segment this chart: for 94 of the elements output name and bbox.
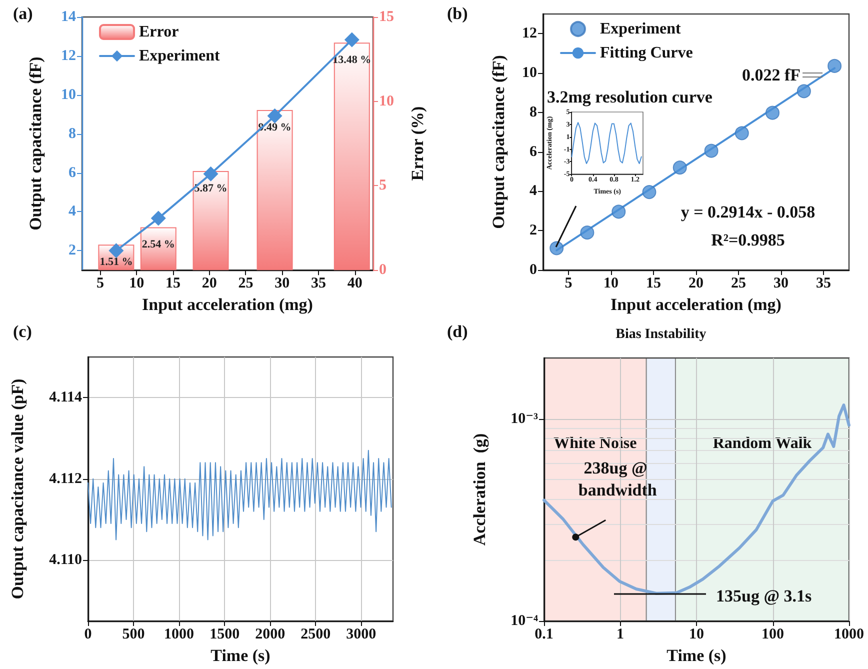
y-tick-label: 12	[522, 26, 537, 42]
x-tick-label: 20	[202, 276, 217, 292]
point	[580, 226, 594, 240]
point	[734, 126, 749, 140]
point	[150, 210, 166, 226]
legend-label: Fitting Curve	[600, 44, 693, 62]
y-tick-label: 8	[68, 126, 76, 142]
y-tick-label: 2	[68, 242, 76, 259]
x-tick-label: 2500	[300, 626, 331, 642]
band-label: Bias Instability	[616, 327, 706, 342]
y-tick-label: 4.110	[49, 552, 82, 568]
y-tick-label: 6	[68, 164, 76, 181]
point	[612, 204, 626, 219]
x-tick-label: 15	[646, 276, 661, 292]
x-tick-label: 5	[96, 276, 104, 292]
point	[828, 58, 842, 73]
y-tick-label: 14	[61, 9, 76, 25]
x-tick-label: 35	[816, 276, 831, 292]
y-tick-label: 4.114	[49, 390, 82, 406]
y2-tick-label: 10	[379, 93, 394, 110]
line-series	[88, 450, 392, 540]
legend-label: Experiment	[600, 20, 682, 38]
x-tick-label: 1	[616, 626, 624, 642]
point	[672, 160, 687, 175]
point	[704, 144, 718, 158]
y-tick-label: 10⁻³	[510, 410, 538, 427]
y-axis-title: Accleration (g)	[470, 433, 489, 546]
legend-label: Error	[139, 24, 179, 40]
x-tick-label: 25	[238, 276, 254, 292]
y-tick-label: 12	[61, 48, 76, 64]
x-axis-title: Time (s)	[210, 646, 270, 665]
point	[344, 32, 360, 48]
x-tick-label: 1000	[834, 626, 864, 642]
annotation: 0.022 fF	[742, 65, 801, 84]
y2-axis-title: Error (%)	[408, 106, 427, 181]
chart-title: (a)	[13, 4, 33, 23]
x-tick-label: 1000	[164, 626, 194, 642]
point	[203, 166, 218, 182]
x-tick-label: 1500	[210, 626, 240, 642]
y-tick-label: 10	[522, 65, 537, 82]
bar	[256, 110, 293, 270]
point	[550, 241, 564, 256]
x-tick-label: 3000	[346, 626, 376, 642]
line-series	[571, 122, 642, 164]
x-tick-label: 10	[689, 626, 704, 642]
y-tick-label: 0	[530, 262, 537, 278]
x-axis-title: Time (s)	[666, 646, 726, 665]
chart-title: (c)	[13, 322, 32, 341]
x-tick-label: 2000	[255, 626, 286, 642]
annotation: R²=0.9985	[711, 230, 785, 250]
annotation: 3.2mg resolution curve	[547, 88, 713, 106]
x-tick-label: 15	[165, 276, 180, 292]
x-tick-label: 0	[84, 626, 92, 642]
point	[267, 108, 282, 124]
x-tick-label: 10	[129, 276, 144, 292]
chart-title: (d)	[447, 322, 468, 341]
x-tick-label: 35	[310, 276, 326, 292]
annotation: y = 0.2914x - 0.058	[680, 202, 816, 222]
point	[766, 106, 780, 120]
y-tick-label: 2	[530, 222, 537, 239]
x-tick-label: 30	[274, 276, 290, 292]
annotation: 135ug @ 3.1s	[716, 586, 812, 606]
x-tick-label: 500	[122, 626, 145, 642]
x-tick-label: 10	[604, 276, 618, 292]
x-tick-label: 40	[347, 276, 362, 292]
y-tick-label: 4	[68, 204, 76, 220]
x-tick-label: 30	[774, 276, 788, 292]
x-axis-title: Input acceleration (mg)	[610, 295, 782, 314]
bar	[334, 42, 370, 270]
y-tick-label: 6	[530, 144, 538, 160]
y-tick-label: 8	[530, 104, 537, 120]
x-axis-title: Input acceleration (mg)	[142, 295, 313, 314]
x-tick-label: 100	[762, 626, 784, 642]
y-tick-label: 10⁻⁴	[510, 613, 538, 629]
y-axis-title: Output capacitance value (pF)	[8, 378, 27, 600]
y-tick-label: 10	[61, 86, 76, 103]
data-label: 1.51 %	[100, 256, 133, 268]
bar	[140, 227, 176, 270]
y-tick-label: 4.112	[49, 470, 82, 487]
data-label: 2.54 %	[142, 238, 175, 251]
y-axis-title: Output capacitance (fF)	[26, 56, 45, 230]
point	[642, 185, 656, 200]
y-axis-title: Output capacitance (fF)	[489, 55, 508, 229]
chart-title: (b)	[447, 4, 468, 23]
x-tick-label: 20	[688, 276, 704, 292]
y-tick-label: 4	[530, 183, 538, 200]
y2-tick-label: 0	[379, 262, 386, 278]
legend-label: Experiment	[139, 48, 221, 64]
point	[796, 84, 811, 98]
bar	[192, 171, 229, 270]
x-tick-label: 25	[731, 276, 746, 292]
annotation: 238ug @ bandwidth	[578, 458, 658, 500]
y2-tick-label: 15	[379, 9, 394, 25]
x-tick-label: 0.1	[534, 626, 554, 642]
